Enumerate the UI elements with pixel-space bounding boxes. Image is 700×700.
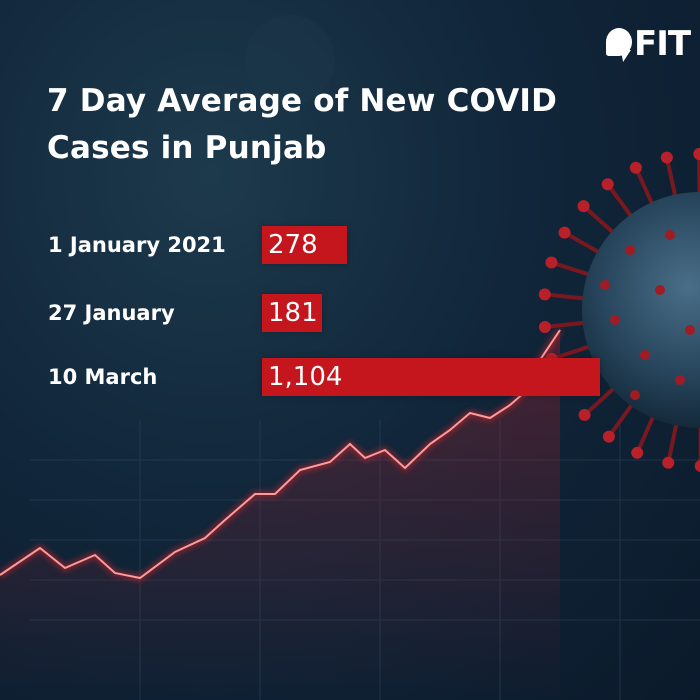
virus-illustration [538,148,700,472]
virus-spike-tip [578,408,591,421]
virus-spike-tip [601,178,614,191]
trend-line [0,329,561,580]
bar [262,226,347,264]
virus-surface-spot [630,390,640,400]
virus-surface-spot [600,280,610,290]
speech-bubble-tail [620,50,634,62]
virus-body [582,192,700,428]
chart-title: 7 Day Average of New COVID Cases in Punj… [47,78,607,172]
virus-surface-spot [640,350,650,360]
trend-area [0,330,560,700]
speech-bubble-icon [606,28,632,56]
virus-spike [666,420,679,464]
virus-spike [634,166,656,208]
virus-surface-spot [675,375,685,385]
faint-virus [245,15,335,105]
fit-logo: FIT [600,24,691,72]
virus-spike [607,400,636,438]
virus-spike [544,320,588,330]
virus-spike-tip [538,321,551,334]
category-label: 1 January 2021 [48,233,226,257]
virus-spike [664,157,678,201]
bar-value-label: 181 [268,298,318,328]
virus-spike-tip [662,456,675,469]
virus-spike [606,183,635,221]
virus-spike [563,230,603,256]
virus-surface-spot [655,285,665,295]
chart-title-line-2: Cases in Punjab [47,130,327,166]
virus-spike-tip [602,430,615,443]
virus-spike-tip [629,161,642,174]
bar [262,294,322,332]
virus-spike [583,384,618,417]
virus-spike-tip [693,148,700,160]
virus-surface-spot [665,230,675,240]
virus-spike-tip [558,226,571,239]
virus-surface-spot [610,315,620,325]
virus-spike [550,260,593,278]
virus-spike-tip [660,151,673,164]
virus-spike-tip [538,288,551,301]
virus-spike-tip [577,200,590,213]
virus-surface-spot [625,245,635,255]
virus-spike [551,343,594,361]
virus-spike [635,412,657,454]
bar [262,358,600,396]
virus-spike-tip [545,256,558,269]
virus-spike [582,204,617,237]
logo-text: FIT [634,24,691,64]
virus-surface-spot [685,325,695,335]
category-label: 10 March [48,365,158,389]
chart-title-line-1: 7 Day Average of New COVID [47,83,558,119]
virus-spike [544,292,588,301]
virus-spike-tip [631,446,644,459]
virus-spike-tip [694,460,700,472]
category-label: 27 January [48,301,175,325]
bar-value-label: 278 [268,230,318,260]
bar-value-label: 1,104 [268,362,343,392]
